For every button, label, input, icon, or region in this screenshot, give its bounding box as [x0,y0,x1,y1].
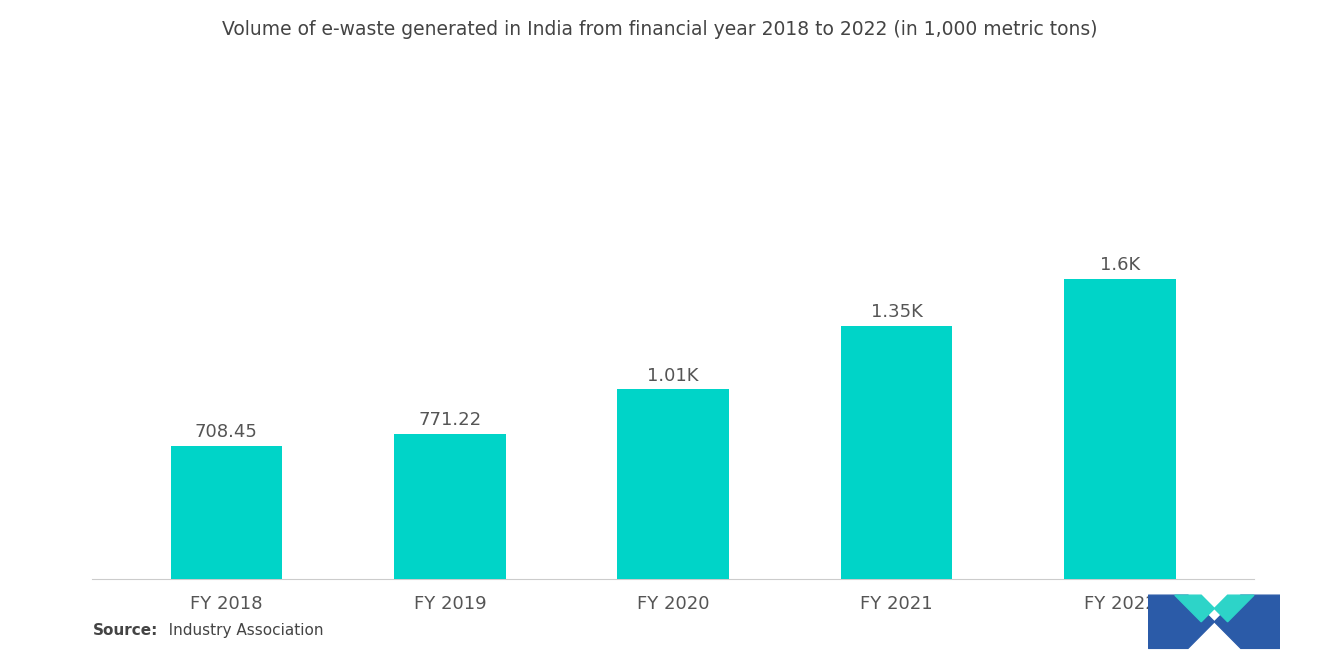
Bar [841,326,953,579]
Text: 1.01K: 1.01K [647,366,700,384]
Bar [170,446,282,579]
Text: 708.45: 708.45 [195,423,257,441]
Text: Industry Association: Industry Association [154,623,323,638]
Text: Source:: Source: [92,623,158,638]
Text: Volume of e-waste generated in India from financial year 2018 to 2022 (in 1,000 : Volume of e-waste generated in India fro… [222,20,1098,39]
Polygon shape [1148,595,1214,648]
Text: 771.22: 771.22 [418,412,482,430]
Text: 1.35K: 1.35K [871,303,923,321]
Polygon shape [1214,595,1254,622]
Polygon shape [1175,595,1214,622]
Bar [618,389,729,579]
Bar [393,434,506,579]
Polygon shape [1214,595,1280,648]
Text: 1.6K: 1.6K [1100,256,1140,274]
Bar [1064,279,1176,579]
